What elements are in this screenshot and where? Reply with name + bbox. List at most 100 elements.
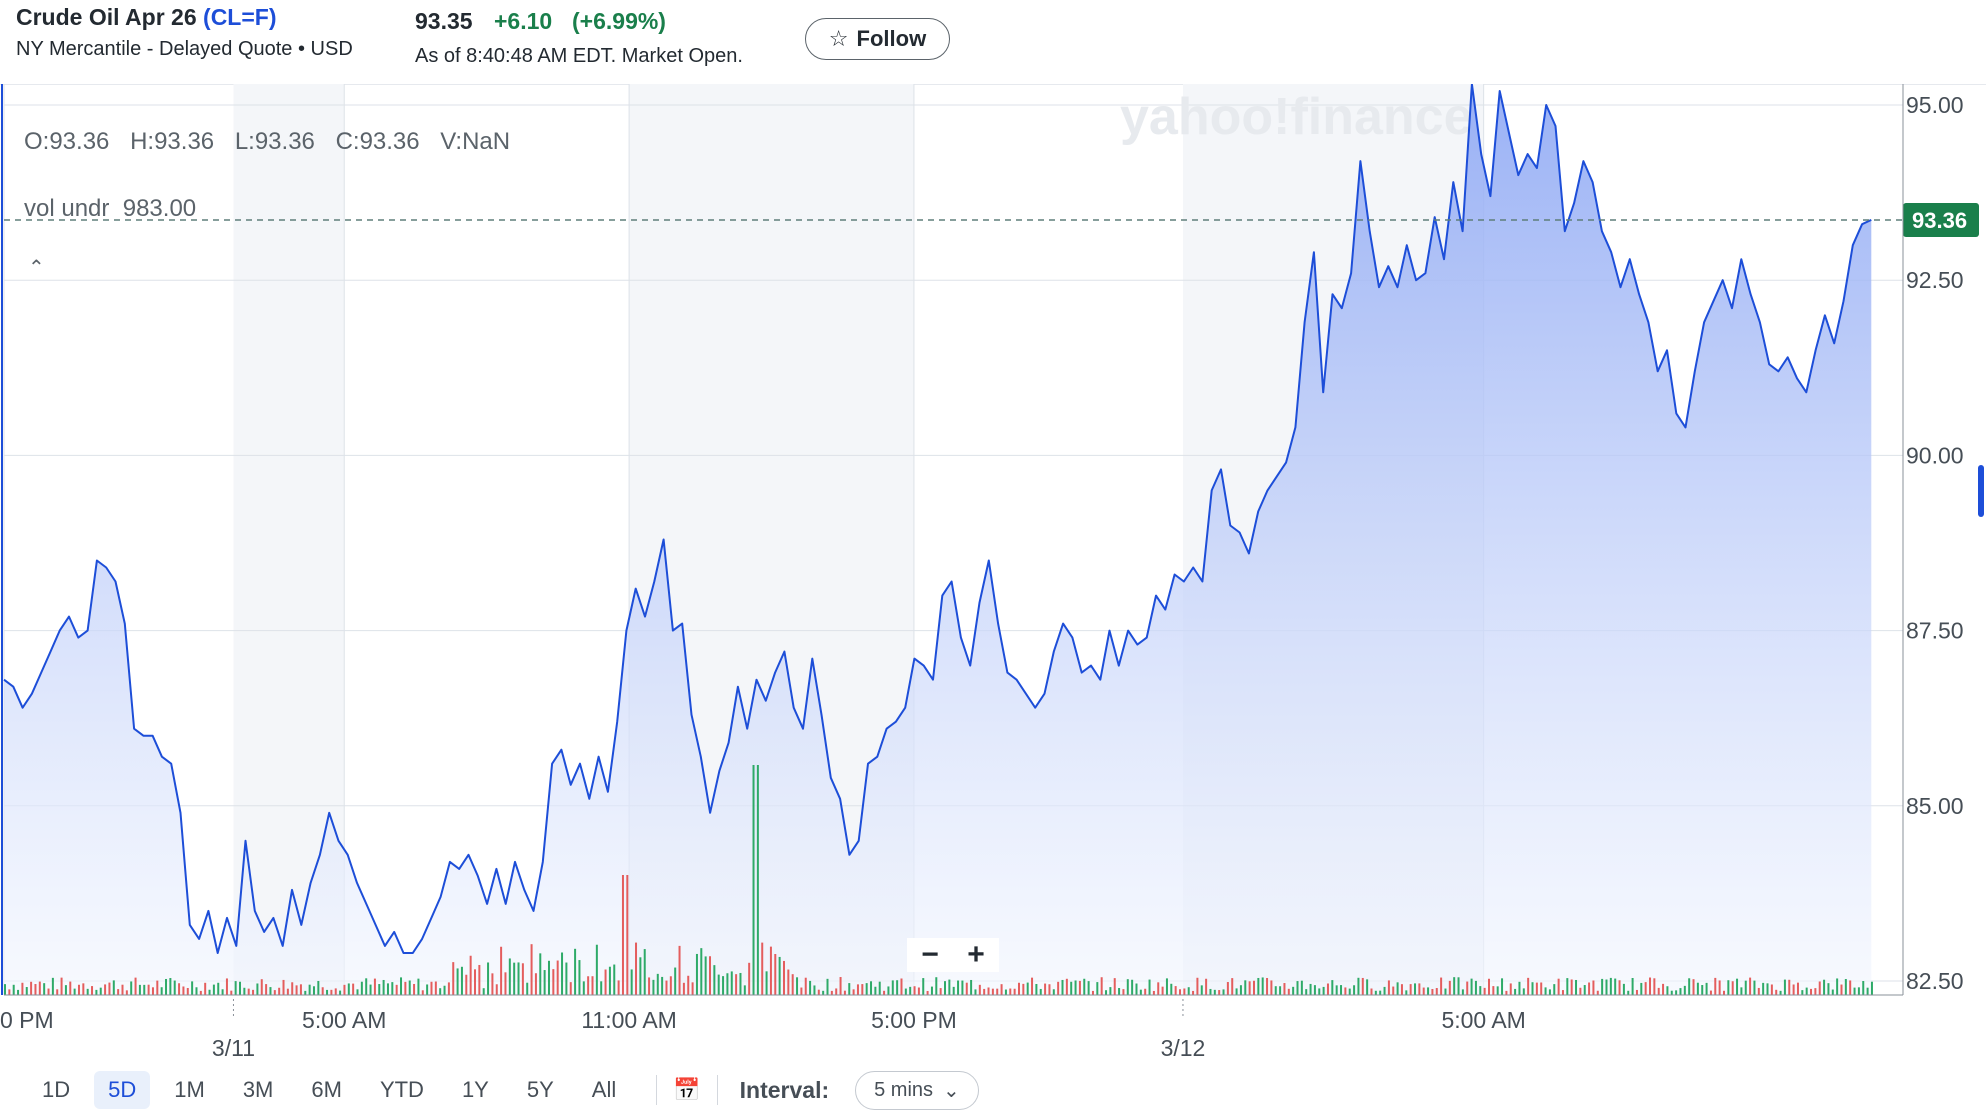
volume-bar bbox=[504, 972, 507, 995]
calendar-icon[interactable]: 📅 bbox=[673, 1077, 701, 1102]
volume-bar bbox=[1022, 983, 1025, 995]
volume-bar bbox=[739, 972, 742, 995]
high-value: H:93.36 bbox=[130, 128, 215, 155]
volume-bar bbox=[626, 875, 629, 995]
volume-bar bbox=[700, 948, 703, 995]
volume-bar bbox=[613, 964, 616, 995]
volume-bar bbox=[117, 989, 120, 995]
interval-select[interactable]: 5 mins ⌄ bbox=[855, 1070, 979, 1110]
volume-bar bbox=[1400, 984, 1403, 995]
volume-bar bbox=[1131, 979, 1134, 995]
volume-bar bbox=[138, 984, 141, 995]
follow-button[interactable]: ☆ Follow bbox=[805, 18, 950, 60]
volume-bar bbox=[352, 983, 355, 995]
chart-canvas[interactable]: 95.00 92.50 90.00 87.50 85.00 82.50 yahoo!fina… bbox=[0, 83, 1986, 1084]
volume-bar bbox=[909, 986, 912, 995]
volume-bar bbox=[195, 987, 198, 995]
volume-bar bbox=[508, 958, 511, 995]
volume-bar bbox=[1113, 978, 1116, 995]
range-5y[interactable]: 5Y bbox=[526, 1077, 554, 1102]
volume-bar bbox=[1361, 977, 1364, 995]
volume-bar bbox=[1644, 982, 1647, 995]
volume-bar bbox=[1518, 981, 1521, 995]
volume-bar bbox=[1344, 987, 1347, 995]
volume-bar bbox=[1427, 987, 1430, 995]
volume-bar bbox=[565, 962, 568, 995]
interval-label: Interval: bbox=[739, 1076, 830, 1103]
volume-bar bbox=[1540, 982, 1543, 995]
volume-bar bbox=[1061, 979, 1064, 995]
price-area bbox=[4, 84, 1872, 995]
volume-bar bbox=[234, 981, 237, 995]
volume-bar bbox=[282, 979, 285, 995]
volume-bar bbox=[1318, 988, 1321, 995]
range-5d[interactable]: 5D bbox=[94, 1071, 151, 1109]
volume-bar bbox=[482, 988, 485, 995]
range-bar: 1D 5D 1M 3M 6M YTD 1Y 5Y All 📅 Interval:… bbox=[28, 1070, 979, 1110]
volume-bar bbox=[1383, 986, 1386, 995]
range-1m[interactable]: 1M bbox=[174, 1077, 205, 1102]
volume-bar bbox=[1313, 985, 1316, 995]
volume-bar bbox=[1535, 982, 1538, 995]
volume-bar bbox=[856, 984, 859, 995]
volume-bar bbox=[1035, 983, 1038, 995]
volume-bar bbox=[1139, 989, 1142, 995]
volume-bar bbox=[230, 990, 233, 995]
volume-bar bbox=[1414, 983, 1417, 995]
volume-bar bbox=[713, 965, 716, 995]
range-1d[interactable]: 1D bbox=[42, 1077, 71, 1102]
volume-bar bbox=[1466, 981, 1469, 995]
volume-bar bbox=[1366, 979, 1369, 995]
volume-bar bbox=[1209, 988, 1212, 995]
y-tick-label: 87.50 bbox=[1906, 618, 1964, 644]
x-tick-label: 5:00 AM bbox=[1441, 1007, 1525, 1033]
collapse-legend-chevron-up-icon[interactable]: ⌃ bbox=[28, 257, 45, 279]
volume-bar bbox=[1335, 985, 1338, 995]
volume-bar bbox=[191, 981, 194, 995]
volume-bar bbox=[730, 971, 733, 995]
price-chart[interactable]: 95.00 92.50 90.00 87.50 85.00 82.50 yahoo!fina… bbox=[0, 83, 1986, 1084]
volume-bar bbox=[704, 956, 707, 995]
volume-bar bbox=[317, 980, 320, 995]
volume-bar bbox=[687, 975, 690, 995]
volume-bar bbox=[1105, 990, 1108, 995]
volume-bar bbox=[391, 982, 394, 995]
volume-bar bbox=[134, 977, 137, 995]
range-1y[interactable]: 1Y bbox=[461, 1077, 489, 1102]
volume-bar bbox=[56, 989, 59, 995]
volume-bar bbox=[574, 948, 577, 995]
volume-bar bbox=[252, 989, 255, 995]
volume-bar bbox=[648, 977, 651, 995]
volume-bar bbox=[1570, 979, 1573, 995]
volume-bar bbox=[1109, 987, 1112, 995]
volume-bar bbox=[1827, 983, 1830, 995]
range-3m[interactable]: 3M bbox=[242, 1077, 274, 1102]
volume-bar bbox=[1670, 990, 1673, 995]
volume-bar bbox=[1596, 990, 1599, 995]
right-scroll-handle[interactable] bbox=[1978, 465, 1984, 517]
interval-value: 5 mins bbox=[874, 1078, 934, 1101]
zoom-out-button[interactable]: − bbox=[921, 938, 939, 971]
volume-bar bbox=[635, 942, 638, 995]
volume-bar bbox=[1374, 990, 1377, 995]
ticker-link[interactable]: (CL=F) bbox=[203, 4, 277, 30]
zoom-in-button[interactable]: + bbox=[967, 938, 985, 971]
volume-bar bbox=[774, 954, 777, 995]
volume-bar bbox=[1096, 982, 1099, 995]
volume-bar bbox=[73, 988, 76, 995]
volume-bar bbox=[743, 985, 746, 995]
volume-bar bbox=[356, 989, 359, 995]
volume-bar bbox=[1566, 978, 1569, 995]
volume-bar bbox=[426, 984, 429, 995]
volume-bar bbox=[1165, 978, 1168, 995]
range-6m[interactable]: 6M bbox=[311, 1077, 342, 1102]
chevron-down-icon: ⌄ bbox=[943, 1079, 960, 1102]
volume-bar bbox=[308, 984, 311, 995]
volume-bar bbox=[1844, 979, 1847, 995]
volume-bar bbox=[1753, 980, 1756, 995]
volume-bar bbox=[1757, 987, 1760, 995]
range-ytd[interactable]: YTD bbox=[379, 1077, 424, 1102]
volume-bar bbox=[1218, 990, 1221, 995]
range-all[interactable]: All bbox=[591, 1077, 617, 1102]
volume-bar bbox=[848, 983, 851, 995]
